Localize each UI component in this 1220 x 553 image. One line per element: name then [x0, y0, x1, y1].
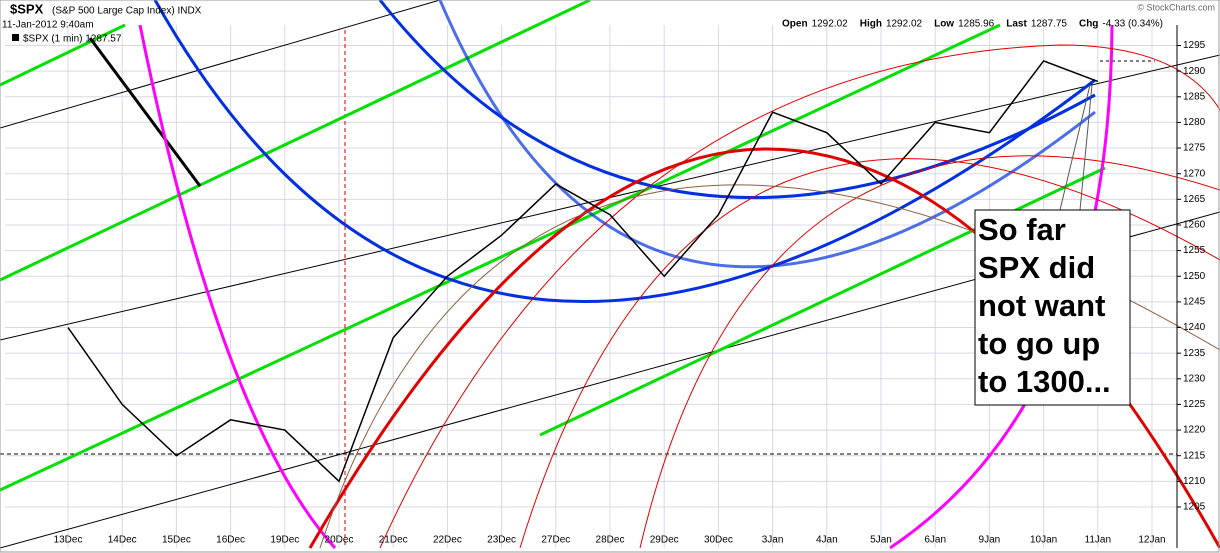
blue-arc: [438, 0, 1096, 269]
green-line: [0, 23, 126, 87]
quote-label: Chg: [1079, 19, 1098, 30]
legend-swatch: [12, 34, 19, 41]
annotation-text: SPX did: [978, 250, 1095, 285]
annotation-text: So far: [978, 212, 1066, 247]
y-tick-label: 1265: [1183, 194, 1206, 205]
green-line: [0, 23, 1001, 492]
x-tick-label: 5Jan: [870, 535, 892, 546]
y-tick-label: 1240: [1183, 322, 1206, 333]
y-tick-label: 1280: [1183, 117, 1206, 128]
y-tick-label: 1210: [1183, 476, 1206, 487]
x-tick-label: 22Dec: [433, 535, 462, 546]
annotation-text: not want: [978, 288, 1105, 323]
x-tick-label: 29Dec: [650, 535, 679, 546]
blue-arc: [378, 0, 1096, 199]
y-tick-label: 1290: [1183, 66, 1206, 77]
grid: [5, 25, 1177, 548]
y-tick-label: 1260: [1183, 220, 1206, 231]
y-tick-label: 1295: [1183, 40, 1206, 51]
y-tick-label: 1250: [1183, 271, 1206, 282]
annotation-text: to go up: [978, 326, 1100, 361]
quote-value: 1292.02: [886, 19, 923, 30]
x-tick-label: 4Jan: [816, 535, 838, 546]
x-tick-label: 30Dec: [704, 535, 733, 546]
y-tick-label: 1285: [1183, 91, 1206, 102]
y-tick-label: 1215: [1183, 450, 1206, 461]
annotation-box: [974, 209, 1131, 406]
pointer: [1059, 84, 1093, 211]
source: © StockCharts.com: [1137, 2, 1215, 12]
y-tick-label: 1245: [1183, 297, 1206, 308]
x-tick-label: 19Dec: [270, 535, 299, 546]
x-tick-label: 21Dec: [379, 535, 408, 546]
quote-label: High: [860, 19, 882, 30]
y-tick-label: 1270: [1183, 168, 1206, 179]
quote-value: 1285.96: [958, 19, 995, 30]
subtitle: (S&P 500 Large Cap Index) INDX: [52, 6, 202, 17]
y-tick-label: 1230: [1183, 373, 1206, 384]
date: 11-Jan-2012 9:40am: [2, 20, 94, 31]
magenta-arc: [138, 24, 337, 550]
x-tick-label: 3Jan: [762, 535, 784, 546]
x-tick-label: 11Jan: [1085, 535, 1112, 546]
y-tick-label: 1220: [1183, 425, 1206, 436]
plot: [67, 59, 1099, 483]
x-tick-label: 13Dec: [54, 535, 83, 546]
y-tick-label: 1255: [1183, 245, 1206, 256]
x-tick-label: 20Dec: [325, 535, 354, 546]
annotation-text: to 1300...: [978, 364, 1111, 399]
green-line: [0, 0, 591, 282]
quote-value: 1292.02: [812, 19, 849, 30]
price-line: [67, 59, 1099, 483]
red-arc: [519, 158, 1220, 549]
red-arc: [639, 155, 1220, 549]
blue-arc: [153, 0, 1096, 303]
red-arc: [379, 44, 1220, 549]
drawn-line: [88, 37, 202, 187]
x-tick-label: 12Jan: [1138, 535, 1165, 546]
x-tick-label: 6Jan: [924, 535, 946, 546]
y-tick-label: 1205: [1183, 502, 1206, 513]
quote-value: -4.33 (0.34%): [1102, 19, 1163, 30]
legend-entry: $SPX (1 min) 1287.57: [23, 34, 122, 45]
x-tick-label: 27Dec: [541, 535, 570, 546]
x-tick-label: 9Jan: [979, 535, 1001, 546]
x-tick-label: 28Dec: [596, 535, 625, 546]
trend-line: [0, 0, 441, 129]
x-tick-label: 15Dec: [162, 535, 191, 546]
x-tick-label: 16Dec: [216, 535, 245, 546]
quote-label: Last: [1006, 19, 1027, 30]
y-tick-label: 1235: [1183, 348, 1206, 359]
quote-value: 1287.75: [1031, 19, 1068, 30]
x-tick-label: 23Dec: [487, 535, 516, 546]
quote-label: Open: [782, 19, 808, 30]
title: $SPX: [10, 1, 44, 16]
y-tick-label: 1225: [1183, 399, 1206, 410]
y-tick-label: 1275: [1183, 143, 1206, 154]
x-tick-label: 14Dec: [108, 535, 137, 546]
x-tick-label: 10Jan: [1030, 535, 1057, 546]
quote-label: Low: [934, 19, 954, 30]
